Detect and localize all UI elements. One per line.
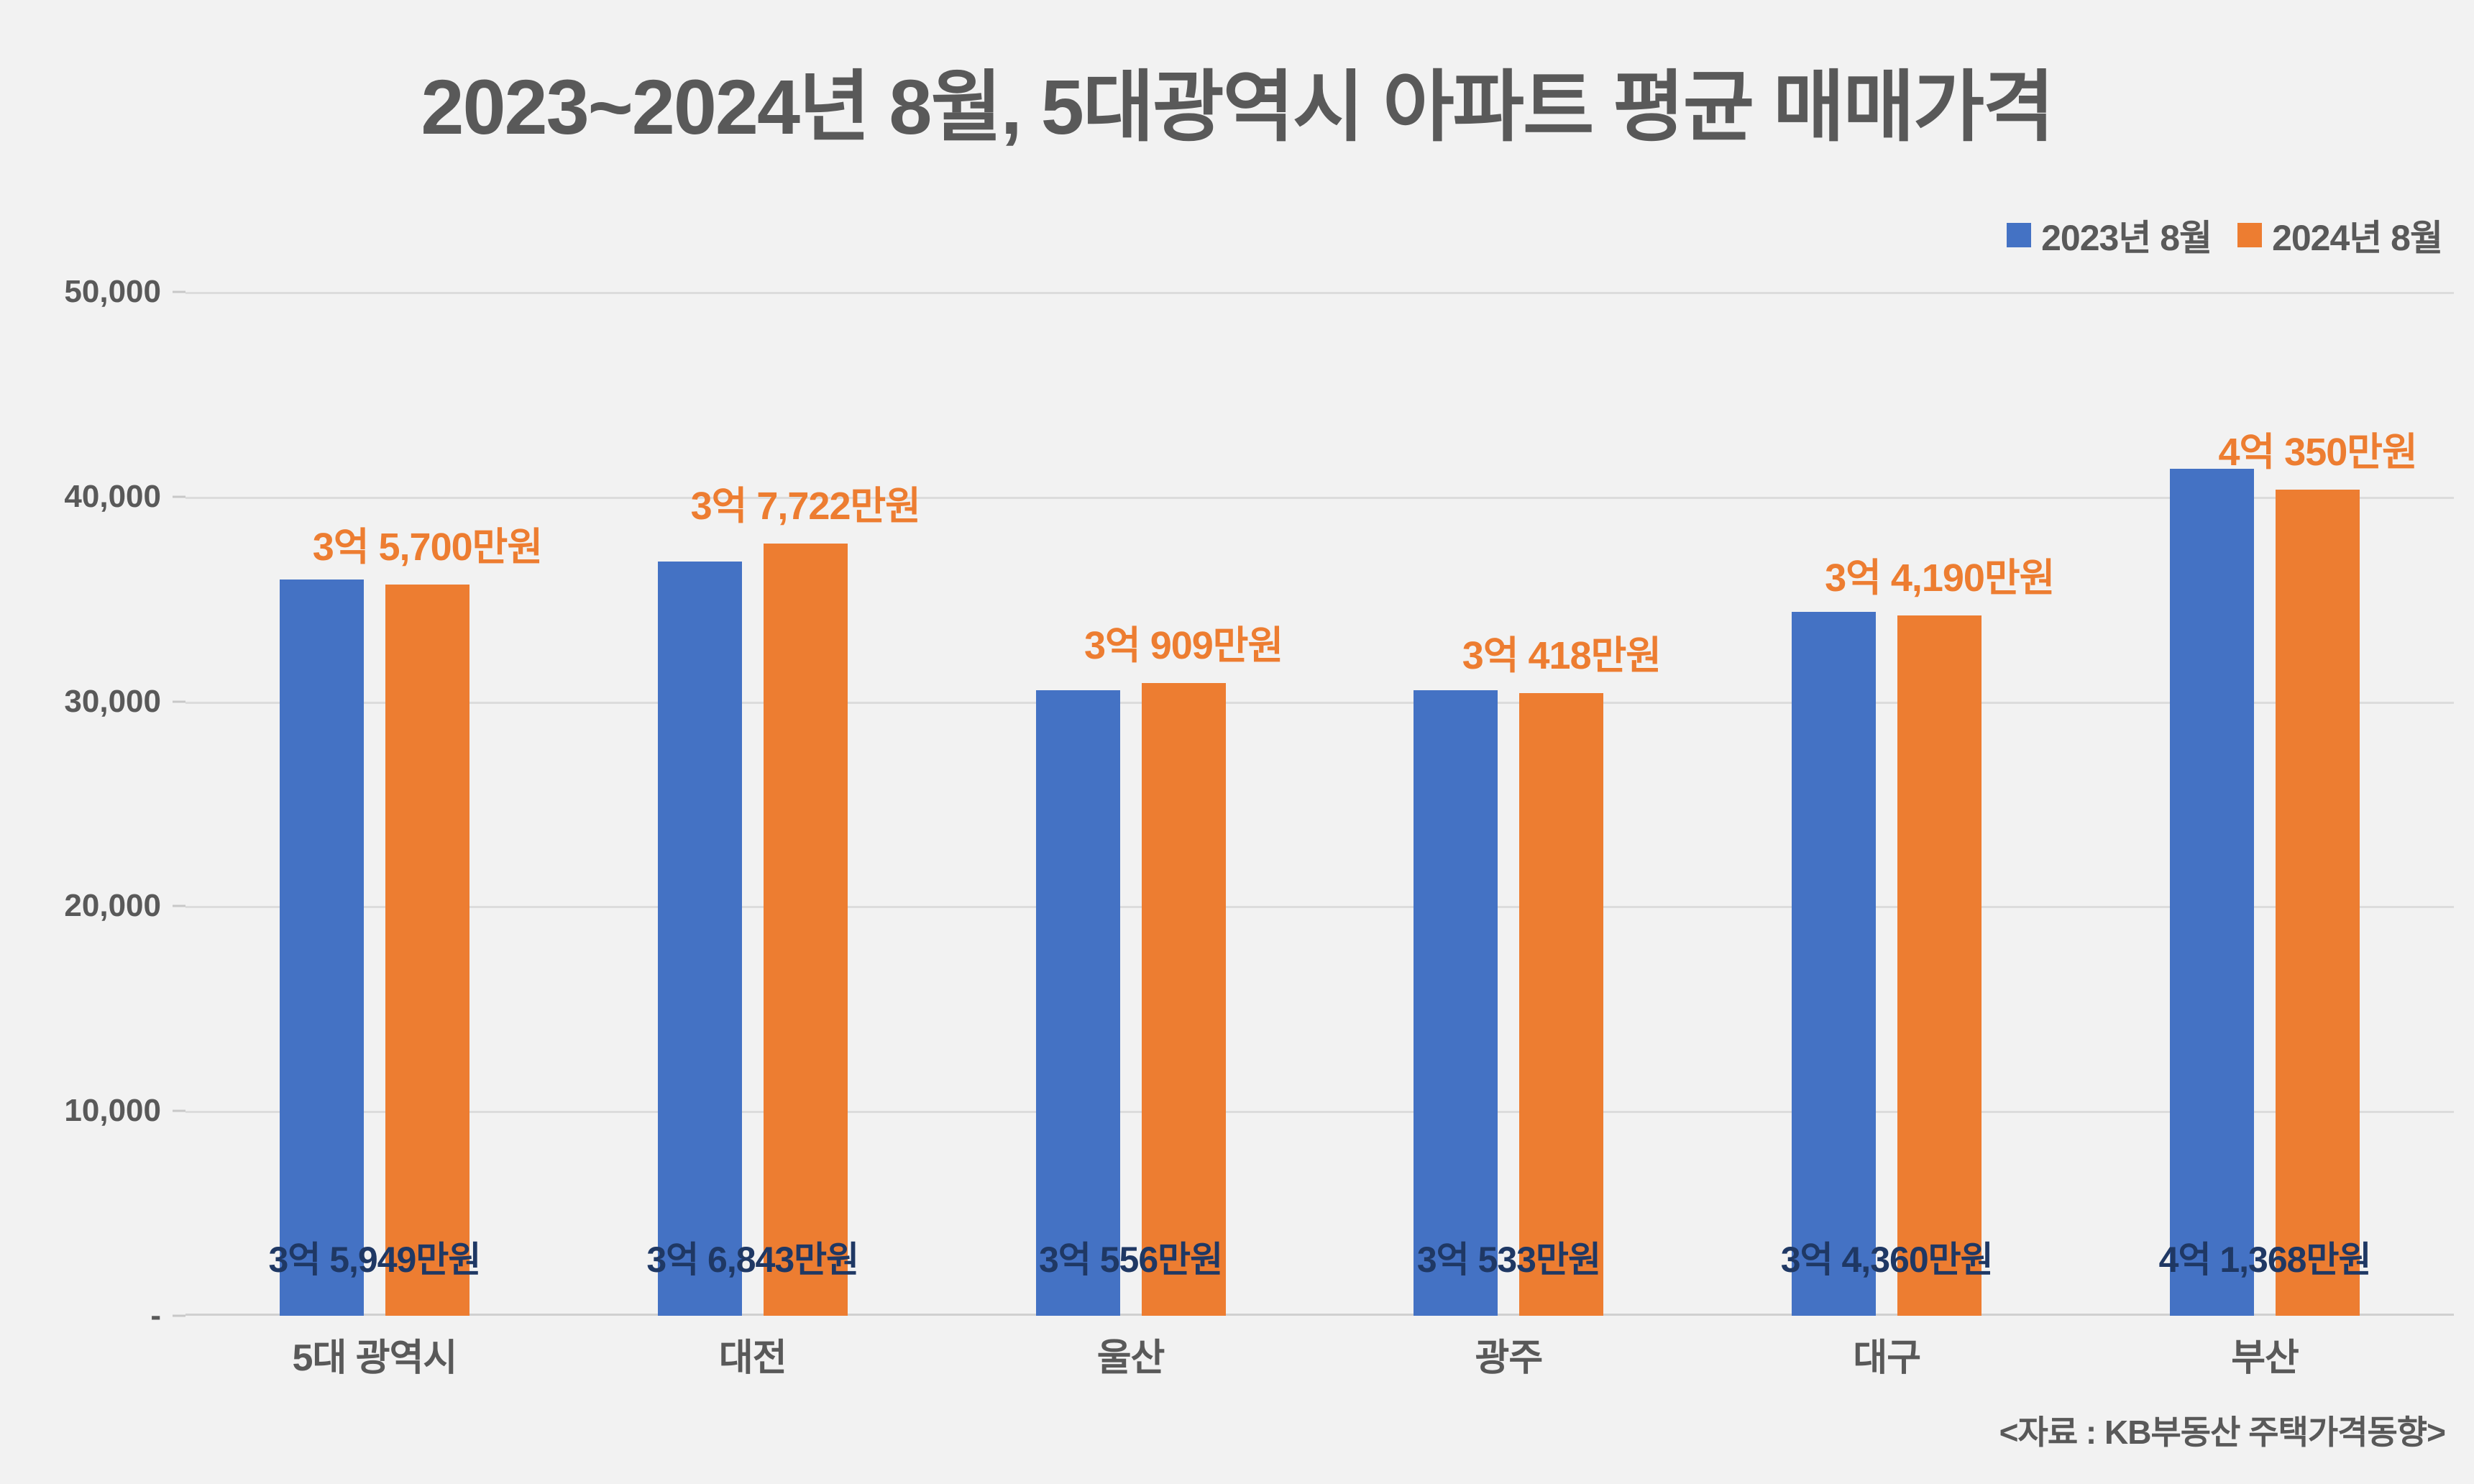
x-axis-category-label: 광주: [1475, 1337, 1544, 1379]
bar-2024[interactable]: 4억 350만원: [2218, 431, 2418, 1316]
bar-group: 3억 7,722만원 3억 6,843만원: [564, 292, 942, 1316]
y-axis-label: -: [150, 1298, 161, 1333]
gridline: [185, 701, 2454, 704]
x-axis-category-label: 대구: [1853, 1337, 1921, 1379]
bar-group: 4억 350만원 4억 1,368만원: [2076, 292, 2454, 1316]
y-axis-tickmark: [173, 904, 185, 907]
bar-pair: 3억 7,722만원: [564, 292, 942, 1316]
bar-groups: 3억 5,700만원 3억 5,949만원 3억 7,722만원 3억 6,843만원…: [185, 292, 2454, 1316]
bar-2023[interactable]: [1414, 690, 1498, 1316]
data-label-2024: 3억 909만원: [1083, 623, 1283, 667]
y-axis-tickmark: [173, 1109, 185, 1112]
x-axis-category-label: 대전: [718, 1337, 787, 1379]
chart-legend: 2023년 8월 2024년 8월: [2007, 213, 2443, 258]
y-axis-tickmark: [173, 495, 185, 498]
x-axis-category-label: 울산: [1096, 1337, 1165, 1379]
x-axis-categories: 5대 광역시 대전 울산 광주 대구 부산: [185, 1327, 2454, 1379]
data-label-2024: 3억 5,700만원: [312, 526, 543, 569]
bar-2024[interactable]: 3억 7,722만원: [691, 485, 921, 1316]
zero-axis-line: [185, 1314, 2454, 1316]
x-axis-category-label: 5대 광역시: [292, 1337, 458, 1379]
gridline: [185, 1111, 2454, 1114]
bar-pair: 3억 4,190만원: [1698, 292, 2076, 1316]
y-axis-tickmark: [173, 1314, 185, 1317]
y-axis-label: 20,000: [64, 888, 161, 924]
bar-2023[interactable]: [279, 580, 364, 1316]
bar-2024[interactable]: 3억 909만원: [1084, 624, 1283, 1316]
bar-2023[interactable]: [657, 561, 742, 1316]
bar-2023[interactable]: [2170, 468, 2255, 1316]
y-axis-tickmark: [173, 700, 185, 703]
plot-area: 50,000 40,000 30,000 20,000 10,000 - 3억 5,700…: [64, 274, 2454, 1333]
legend-label-2023: 2023년 8월: [2041, 218, 2212, 258]
y-axis-label: 30,000: [64, 683, 161, 719]
legend-swatch-icon-2024: [2237, 223, 2263, 247]
bar-2023[interactable]: [1035, 690, 1120, 1316]
gridline: [185, 906, 2454, 909]
y-axis-label: 10,000: [64, 1093, 161, 1129]
bar-2024[interactable]: 3억 5,700만원: [313, 526, 543, 1316]
gridline: [185, 292, 2454, 294]
bar-group: 3억 418만원 3억 533만원: [1319, 292, 1698, 1316]
legend-label-2024: 2024년 8월: [2272, 218, 2443, 258]
bar-pair: 3억 909만원: [942, 292, 1320, 1316]
data-label-2024: 3억 4,190만원: [1825, 556, 2055, 600]
gridline: [185, 496, 2454, 499]
x-axis-category-label: 부산: [2231, 1337, 2299, 1379]
y-axis-label: 50,000: [64, 274, 161, 309]
legend-item-2024[interactable]: 2024년 8월: [2237, 209, 2443, 261]
data-label-2024: 3억 7,722만원: [690, 484, 921, 528]
bar-group: 3억 4,190만원 3억 4,360만원: [1698, 292, 2076, 1316]
page-title: 2023~2024년 8월, 5대광역시 아파트 평균 매매가격: [421, 63, 2054, 150]
y-axis-tickmark: [173, 290, 185, 293]
bar-2023[interactable]: [1792, 612, 1877, 1316]
bar-pair: 3억 5,700만원: [185, 292, 564, 1316]
bar-pair: 3억 418만원: [1319, 292, 1698, 1316]
data-label-2024: 3억 418만원: [1462, 633, 1662, 677]
bar-2024[interactable]: 3억 4,190만원: [1825, 556, 2055, 1316]
bar-group: 3억 909만원 3억 556만원: [942, 292, 1320, 1316]
bar-2024[interactable]: 3억 418만원: [1462, 634, 1662, 1316]
legend-swatch-icon-2023: [2007, 223, 2032, 247]
bar-group: 3억 5,700만원 3억 5,949만원: [185, 292, 564, 1316]
source-note: <자료 : KB부동산 주택가격동향>: [1999, 1414, 2446, 1451]
bar-pair: 4억 350만원: [2076, 292, 2454, 1316]
legend-item-2023[interactable]: 2023년 8월: [2007, 209, 2212, 261]
y-axis-label: 40,000: [64, 478, 161, 514]
